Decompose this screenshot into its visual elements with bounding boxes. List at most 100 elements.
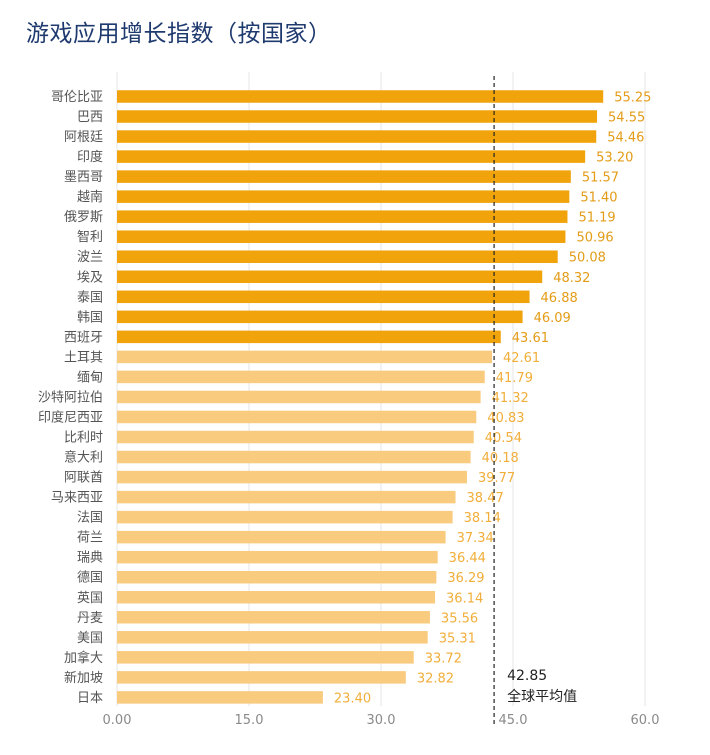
bar [117,691,323,704]
value-label: 36.14 [446,591,483,606]
value-label: 50.96 [576,231,613,246]
value-label: 55.25 [614,91,651,106]
value-label: 51.57 [582,171,619,186]
value-label: 50.08 [569,251,606,266]
category-label: 泰国 [77,290,103,305]
bar [117,170,571,183]
category-label: 墨西哥 [64,170,103,185]
bar [117,510,453,524]
category-label: 瑞典 [77,551,103,566]
bar [117,110,598,123]
value-label: 41.32 [492,391,529,406]
category-label: 法国 [77,511,103,526]
value-label: 54.55 [608,111,645,126]
bar [117,210,568,223]
category-label: 阿联酋 [64,470,103,486]
bar [117,350,492,364]
value-label: 46.88 [541,291,578,306]
x-tick-label: 45.0 [499,713,528,728]
bar [117,310,523,324]
category-label: 美国 [77,631,103,646]
category-label: 哥伦比亚 [51,90,103,105]
bar [117,450,471,464]
x-tick-label: 60.0 [631,713,660,728]
category-label: 荷兰 [77,531,103,546]
bar [117,230,566,243]
chart-title: 游戏应用增长指数（按国家） [26,21,332,47]
value-label: 36.29 [447,571,484,586]
bar [117,550,438,564]
value-label: 32.82 [417,671,454,686]
category-label: 印度 [77,149,103,165]
value-label: 40.18 [482,451,519,466]
value-label: 43.61 [512,331,549,346]
average-label: 全球平均值 [507,688,577,705]
value-label: 38.14 [464,511,501,526]
category-label: 智利 [77,230,103,245]
bar [117,390,481,404]
category-label: 意大利 [64,450,103,466]
category-label: 日本 [77,691,103,706]
category-label: 阿根廷 [64,130,103,145]
category-label: 土耳其 [64,350,103,365]
value-label: 40.83 [487,411,524,426]
bar [117,490,456,504]
value-label: 35.31 [439,631,476,646]
category-label: 越南 [77,189,103,205]
value-label: 51.19 [578,211,615,226]
value-label: 39.77 [478,471,515,486]
bar [117,150,586,163]
bar [117,190,570,203]
category-label: 丹麦 [77,611,103,626]
category-label: 沙特阿拉伯 [38,390,103,405]
value-label: 54.46 [607,131,644,146]
x-tick-label: 0.00 [103,713,132,728]
value-label: 51.40 [580,191,617,206]
category-label: 巴西 [77,110,103,125]
bar [117,370,485,384]
category-label: 马来西亚 [51,491,103,506]
value-label: 33.72 [425,651,462,666]
category-label: 德国 [77,571,103,586]
category-label: 英国 [77,591,103,606]
bar [117,570,437,584]
value-label: 35.56 [441,611,478,626]
bar [117,671,406,684]
category-label: 埃及 [77,270,103,285]
bar [117,530,446,544]
category-label: 印度尼西亚 [38,409,103,425]
bar [117,330,501,344]
value-label: 38.47 [467,491,504,506]
category-label: 西班牙 [64,330,103,345]
category-label: 加拿大 [64,650,103,666]
value-label: 48.32 [553,271,590,286]
category-label: 俄罗斯 [64,210,103,225]
category-label: 波兰 [77,250,103,265]
average-value-label: 42.85 [507,668,547,684]
x-tick-label: 15.0 [235,713,264,728]
bar [117,430,474,444]
bar [117,410,477,424]
value-label: 36.44 [449,551,486,566]
bar [117,631,428,644]
value-label: 41.79 [496,371,533,386]
bar [117,250,558,263]
value-label: 46.09 [534,311,571,326]
bar [117,130,597,143]
category-label: 韩国 [77,310,103,325]
bar [117,290,530,304]
value-label: 42.61 [503,351,540,366]
category-label: 比利时 [64,431,103,446]
category-label: 缅甸 [77,370,103,385]
value-label: 37.34 [457,531,494,546]
value-label: 53.20 [596,151,633,166]
bar [117,470,467,484]
x-tick-label: 30.0 [367,713,396,728]
bar [117,611,430,624]
category-label: 新加坡 [64,670,103,686]
value-label: 40.54 [485,431,522,446]
value-label: 23.40 [334,691,371,706]
bar [117,90,604,103]
